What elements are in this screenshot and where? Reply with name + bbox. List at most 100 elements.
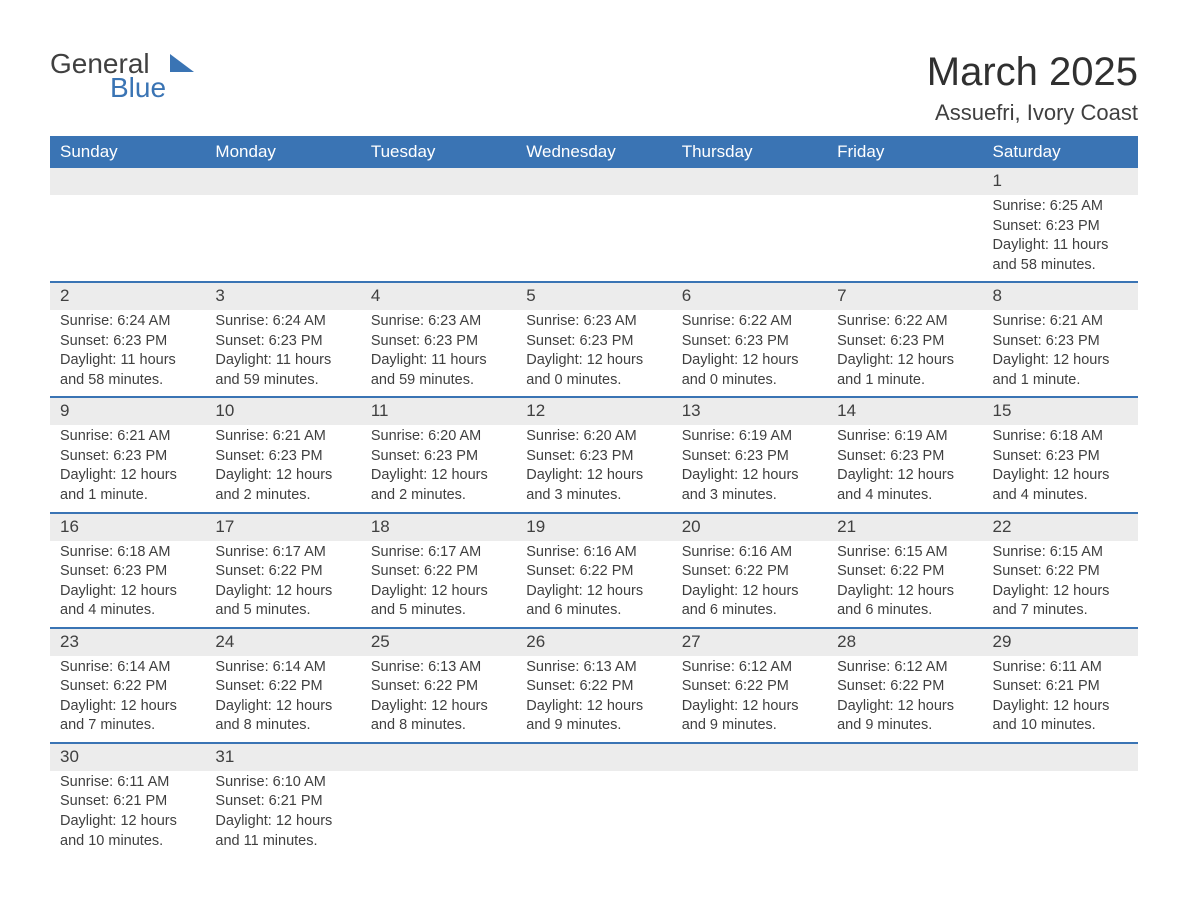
day-number — [827, 744, 982, 771]
logo-triangle-icon — [170, 54, 194, 72]
sunrise-text: Sunrise: 6:15 AM — [837, 543, 972, 563]
daylight-text: Daylight: 12 hours and 0 minutes. — [682, 351, 817, 390]
calendar-cell: 7Sunrise: 6:22 AMSunset: 6:23 PMDaylight… — [827, 282, 982, 397]
sunrise-text: Sunrise: 6:16 AM — [526, 543, 661, 563]
daylight-text: Daylight: 12 hours and 4 minutes. — [60, 582, 195, 621]
daylight-text: Daylight: 12 hours and 4 minutes. — [993, 466, 1128, 505]
calendar-cell: 5Sunrise: 6:23 AMSunset: 6:23 PMDaylight… — [516, 282, 671, 397]
sunrise-text: Sunrise: 6:25 AM — [993, 197, 1128, 217]
sunset-text: Sunset: 6:23 PM — [60, 562, 195, 582]
day-number — [205, 168, 360, 195]
day-number: 4 — [361, 283, 516, 310]
calendar-week: 23 Sunrise: 6:14 AM Sunset: 6:22 PM Dayligh… — [50, 628, 1138, 743]
sunset-text: Sunset: 6:22 PM — [837, 562, 972, 582]
day-number: 27 — [672, 629, 827, 656]
calendar-cell: 11Sunrise: 6:20 AMSunset: 6:23 PMDayligh… — [361, 397, 516, 512]
day-number: 25 — [361, 629, 516, 656]
calendar-cell: 17Sunrise: 6:17 AMSunset: 6:22 PMDayligh… — [205, 513, 360, 628]
day-body: Sunrise: 6:21 AMSunset: 6:23 PMDaylight:… — [983, 310, 1138, 396]
day-body: Sunrise: 6:21 AMSunset: 6:23 PMDaylight:… — [205, 425, 360, 511]
calendar-cell — [672, 168, 827, 282]
sunrise-text: Sunrise: 6:13 AM — [526, 658, 661, 678]
day-body: Sunrise: 6:22 AMSunset: 6:23 PMDaylight:… — [672, 310, 827, 396]
sunset-text: Sunset: 6:22 PM — [60, 677, 195, 697]
sunset-text: Sunset: 6:22 PM — [837, 677, 972, 697]
calendar-cell: 1Sunrise: 6:25 AMSunset: 6:23 PMDaylight… — [983, 168, 1138, 282]
sunset-text: Sunset: 6:22 PM — [682, 562, 817, 582]
day-number — [361, 744, 516, 771]
day-body: Sunrise: 6:12 AMSunset: 6:22 PMDaylight:… — [672, 656, 827, 742]
day-number — [672, 168, 827, 195]
day-header: Tuesday — [361, 136, 516, 168]
sunrise-text: Sunrise: 6:19 AM — [682, 427, 817, 447]
sunset-text: Sunset: 6:23 PM — [215, 447, 350, 467]
sunset-text: Sunset: 6:22 PM — [215, 562, 350, 582]
day-body: Sunrise: 6:23 AMSunset: 6:23 PMDaylight:… — [516, 310, 671, 396]
sunrise-text: Sunrise: 6:17 AM — [215, 543, 350, 563]
daylight-text: Daylight: 12 hours and 5 minutes. — [215, 582, 350, 621]
day-header: Sunday — [50, 136, 205, 168]
sunset-text: Sunset: 6:21 PM — [215, 792, 350, 812]
day-number — [516, 744, 671, 771]
daylight-text: Daylight: 12 hours and 9 minutes. — [526, 697, 661, 736]
sunrise-text: Sunrise: 6:16 AM — [682, 543, 817, 563]
day-body: Sunrise: 6:21 AMSunset: 6:23 PMDaylight:… — [50, 425, 205, 511]
sunset-text: Sunset: 6:23 PM — [993, 217, 1128, 237]
day-body — [50, 195, 205, 265]
sunset-text: Sunset: 6:23 PM — [371, 447, 506, 467]
day-number — [516, 168, 671, 195]
calendar-cell — [827, 743, 982, 857]
day-number: 5 — [516, 283, 671, 310]
day-number: 10 — [205, 398, 360, 425]
day-number: 7 — [827, 283, 982, 310]
calendar-cell: 20Sunrise: 6:16 AMSunset: 6:22 PMDayligh… — [672, 513, 827, 628]
sunrise-text: Sunrise: 6:19 AM — [837, 427, 972, 447]
calendar-cell — [827, 168, 982, 282]
day-body: Sunrise: 6:18 AMSunset: 6:23 PMDaylight:… — [50, 541, 205, 627]
sunset-text: Sunset: 6:23 PM — [837, 332, 972, 352]
daylight-text: Daylight: 12 hours and 2 minutes. — [215, 466, 350, 505]
daylight-text: Daylight: 12 hours and 6 minutes. — [682, 582, 817, 621]
sunset-text: Sunset: 6:23 PM — [526, 447, 661, 467]
day-body: Sunrise: 6:15 AMSunset: 6:22 PMDaylight:… — [827, 541, 982, 627]
day-body: Sunrise: 6:11 AMSunset: 6:21 PMDaylight:… — [50, 771, 205, 857]
day-body — [516, 195, 671, 265]
calendar-cell: 13Sunrise: 6:19 AMSunset: 6:23 PMDayligh… — [672, 397, 827, 512]
sunset-text: Sunset: 6:21 PM — [993, 677, 1128, 697]
sunset-text: Sunset: 6:23 PM — [526, 332, 661, 352]
sunrise-text: Sunrise: 6:18 AM — [60, 543, 195, 563]
sunset-text: Sunset: 6:22 PM — [682, 677, 817, 697]
day-body: Sunrise: 6:17 AMSunset: 6:22 PMDaylight:… — [205, 541, 360, 627]
day-body: Sunrise: 6:24 AMSunset: 6:23 PMDaylight:… — [50, 310, 205, 396]
day-header: Thursday — [672, 136, 827, 168]
sunrise-text: Sunrise: 6:22 AM — [682, 312, 817, 332]
sunset-text: Sunset: 6:22 PM — [371, 677, 506, 697]
day-number: 9 — [50, 398, 205, 425]
sunset-text: Sunset: 6:22 PM — [371, 562, 506, 582]
calendar-cell — [205, 168, 360, 282]
day-number: 1 — [983, 168, 1138, 195]
calendar-week: 1Sunrise: 6:25 AMSunset: 6:23 PMDaylight… — [50, 168, 1138, 282]
day-number: 22 — [983, 514, 1138, 541]
sunset-text: Sunset: 6:22 PM — [993, 562, 1128, 582]
calendar-cell: 26Sunrise: 6:13 AMSunset: 6:22 PMDayligh… — [516, 628, 671, 743]
day-number: 13 — [672, 398, 827, 425]
day-number: 6 — [672, 283, 827, 310]
day-body: Sunrise: 6:22 AMSunset: 6:23 PMDaylight:… — [827, 310, 982, 396]
day-number — [672, 744, 827, 771]
day-body — [983, 771, 1138, 841]
sunrise-text: Sunrise: 6:14 AM — [215, 658, 350, 678]
day-number: 23 — [50, 629, 205, 656]
calendar-cell: 14Sunrise: 6:19 AMSunset: 6:23 PMDayligh… — [827, 397, 982, 512]
day-header-row: SundayMondayTuesdayWednesdayThursdayFrid… — [50, 136, 1138, 168]
daylight-text: Daylight: 12 hours and 4 minutes. — [837, 466, 972, 505]
day-number: 18 — [361, 514, 516, 541]
day-number: 14 — [827, 398, 982, 425]
day-number: 2 — [50, 283, 205, 310]
daylight-text: Daylight: 12 hours and 10 minutes. — [993, 697, 1128, 736]
calendar-cell: 4Sunrise: 6:23 AMSunset: 6:23 PMDaylight… — [361, 282, 516, 397]
day-body: Sunrise: 6:23 AMSunset: 6:23 PMDaylight:… — [361, 310, 516, 396]
calendar-cell: 23Sunrise: 6:14 AMSunset: 6:22 PMDayligh… — [50, 628, 205, 743]
day-number: 21 — [827, 514, 982, 541]
day-number — [827, 168, 982, 195]
